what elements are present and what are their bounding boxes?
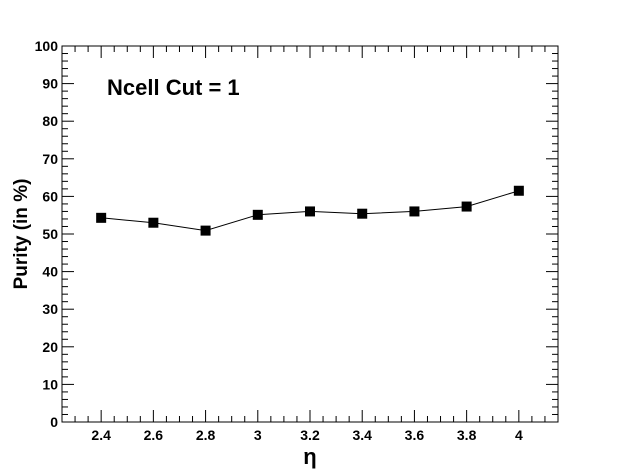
data-point (148, 217, 159, 228)
data-point (409, 206, 420, 217)
axis-ticks (61, 45, 559, 423)
y-tick-label: 90 (42, 76, 58, 92)
y-tick-label: 50 (42, 226, 58, 242)
x-axis-title: η (303, 444, 316, 469)
data-point (461, 201, 472, 212)
y-tick-label: 30 (42, 301, 58, 317)
tick-labels: 2.4 2.6 2.8 3 3.2 3.4 3.6 3.8 401020304050607080… (35, 38, 523, 443)
y-axis-title: Purity (in %) (11, 179, 32, 290)
y-tick-label: 40 (42, 264, 58, 280)
data-point (96, 212, 107, 223)
y-tick-label: 70 (42, 151, 58, 167)
y-tick-label: 60 (42, 188, 58, 204)
x-tick-label: 3.2 (300, 427, 320, 443)
x-tick-label: 3 (254, 427, 262, 443)
plot-frame (61, 45, 559, 423)
y-tick-label: 80 (42, 113, 58, 129)
data-point (357, 208, 368, 219)
data-series (96, 185, 524, 236)
x-tick-label: 3.8 (457, 427, 477, 443)
x-tick-label: 2.6 (144, 427, 164, 443)
y-tick-label: 0 (50, 414, 58, 430)
x-tick-label: 2.4 (91, 427, 111, 443)
x-tick-label: 3.4 (352, 427, 372, 443)
data-point (513, 185, 524, 196)
data-point (200, 225, 211, 236)
y-tick-label: 100 (35, 38, 59, 54)
x-tick-label: 3.6 (405, 427, 425, 443)
y-tick-label: 10 (42, 376, 58, 392)
chart-annotation: Ncell Cut = 1 (107, 75, 240, 100)
x-tick-label: 4 (515, 427, 523, 443)
data-point (305, 206, 315, 217)
y-tick-label: 20 (42, 339, 58, 355)
x-tick-label: 2.8 (196, 427, 216, 443)
data-point (252, 209, 263, 220)
